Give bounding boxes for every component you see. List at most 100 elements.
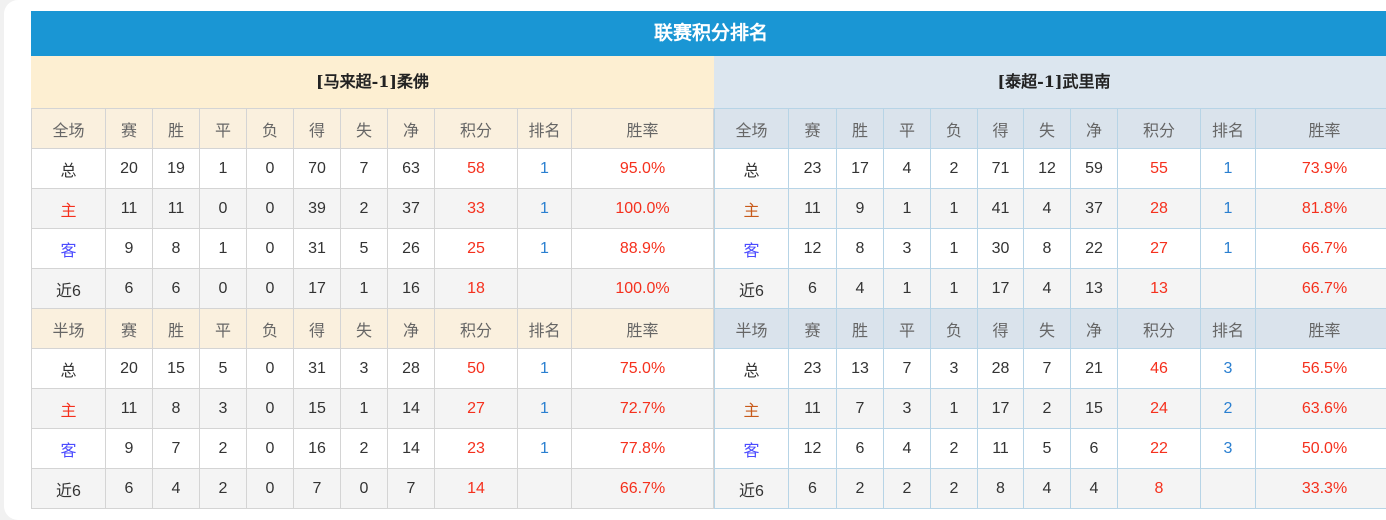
column-header: 负 xyxy=(931,309,978,349)
table-cell: 50 xyxy=(435,349,518,389)
column-header: 失 xyxy=(1024,309,1071,349)
column-header: 平 xyxy=(200,309,247,349)
table-cell: 1 xyxy=(884,189,931,229)
table-cell xyxy=(518,269,572,309)
column-header: 全场 xyxy=(32,109,106,149)
column-header: 净 xyxy=(1071,109,1118,149)
table-cell: 41 xyxy=(978,189,1024,229)
table-cell: 0 xyxy=(247,389,294,429)
table-cell: 9 xyxy=(106,429,153,469)
table-cell: 71 xyxy=(978,149,1024,189)
column-header: 胜 xyxy=(153,309,200,349)
table-cell: 20 xyxy=(106,149,153,189)
table-cell: 13 xyxy=(1118,269,1201,309)
table-cell: 4 xyxy=(837,269,884,309)
table-cell: 66.7% xyxy=(572,469,714,509)
table-cell: 31 xyxy=(294,349,341,389)
table-cell: 11 xyxy=(978,429,1024,469)
column-header: 积分 xyxy=(1118,309,1201,349)
column-header: 平 xyxy=(884,309,931,349)
column-header: 平 xyxy=(200,109,247,149)
table-cell: 59 xyxy=(1071,149,1118,189)
table-cell: 66.7% xyxy=(1256,269,1386,309)
row-label: 主 xyxy=(715,189,789,229)
table-cell: 56.5% xyxy=(1256,349,1386,389)
table-cell: 6 xyxy=(153,269,200,309)
table-cell: 6 xyxy=(789,469,837,509)
table-cell: 12 xyxy=(789,429,837,469)
table-cell: 1 xyxy=(931,269,978,309)
column-header: 胜率 xyxy=(1256,309,1386,349)
table-cell: 1 xyxy=(1201,189,1256,229)
table-cell: 15 xyxy=(153,349,200,389)
table-cell: 3 xyxy=(200,389,247,429)
table-cell: 11 xyxy=(153,189,200,229)
table-cell: 12 xyxy=(1024,149,1071,189)
table-cell: 1 xyxy=(518,149,572,189)
header-row: 全场赛胜平负得失净积分排名胜率 xyxy=(715,109,1386,149)
row-label: 总 xyxy=(32,149,106,189)
table-cell: 8 xyxy=(1024,229,1071,269)
table-cell: 13 xyxy=(837,349,884,389)
table-cell: 5 xyxy=(200,349,247,389)
table-cell: 16 xyxy=(388,269,435,309)
table-cell: 8 xyxy=(153,389,200,429)
table-cell xyxy=(1201,469,1256,509)
header-row: 半场赛胜平负得失净积分排名胜率 xyxy=(715,309,1386,349)
table-cell: 2 xyxy=(341,189,388,229)
table-cell: 8 xyxy=(978,469,1024,509)
table-cell: 95.0% xyxy=(572,149,714,189)
table-cell: 31 xyxy=(294,229,341,269)
table-cell: 2 xyxy=(200,429,247,469)
table-cell: 7 xyxy=(388,469,435,509)
row-label: 主 xyxy=(715,389,789,429)
table-cell: 100.0% xyxy=(572,269,714,309)
table-cell: 11 xyxy=(106,389,153,429)
table-cell: 0 xyxy=(247,349,294,389)
column-header: 排名 xyxy=(1201,309,1256,349)
table-cell: 3 xyxy=(1201,429,1256,469)
table-cell: 14 xyxy=(435,469,518,509)
table-cell: 66.7% xyxy=(1256,229,1386,269)
table-cell: 11 xyxy=(789,189,837,229)
column-header: 胜 xyxy=(837,309,884,349)
table-cell: 6 xyxy=(106,269,153,309)
table-cell: 14 xyxy=(388,389,435,429)
table-cell: 4 xyxy=(884,429,931,469)
table-cell: 0 xyxy=(341,469,388,509)
table-cell: 28 xyxy=(388,349,435,389)
row-label: 客 xyxy=(715,429,789,469)
table-cell: 4 xyxy=(1024,269,1071,309)
table-cell: 55 xyxy=(1118,149,1201,189)
table-cell: 6 xyxy=(837,429,884,469)
table-cell: 33 xyxy=(435,189,518,229)
table-cell: 3 xyxy=(1201,349,1256,389)
column-header: 得 xyxy=(294,109,341,149)
table-cell: 0 xyxy=(247,149,294,189)
column-header: 胜率 xyxy=(1256,109,1386,149)
table-cell: 25 xyxy=(435,229,518,269)
column-header: 赛 xyxy=(789,309,837,349)
table-cell: 1 xyxy=(518,349,572,389)
column-header: 胜 xyxy=(837,109,884,149)
table-cell: 37 xyxy=(1071,189,1118,229)
column-header: 净 xyxy=(1071,309,1118,349)
table-cell: 23 xyxy=(789,349,837,389)
table-cell: 17 xyxy=(978,269,1024,309)
column-header: 净 xyxy=(388,309,435,349)
table-cell: 8 xyxy=(1118,469,1201,509)
team-name: [泰超-1]武里南 xyxy=(714,56,1386,108)
table-cell: 13 xyxy=(1071,269,1118,309)
row-label: 近6 xyxy=(32,269,106,309)
table-cell: 1 xyxy=(518,229,572,269)
table-cell: 17 xyxy=(837,149,884,189)
table-cell: 12 xyxy=(789,229,837,269)
table-cell: 0 xyxy=(200,189,247,229)
table-cell: 14 xyxy=(388,429,435,469)
row-label: 总 xyxy=(715,349,789,389)
column-header: 负 xyxy=(931,109,978,149)
